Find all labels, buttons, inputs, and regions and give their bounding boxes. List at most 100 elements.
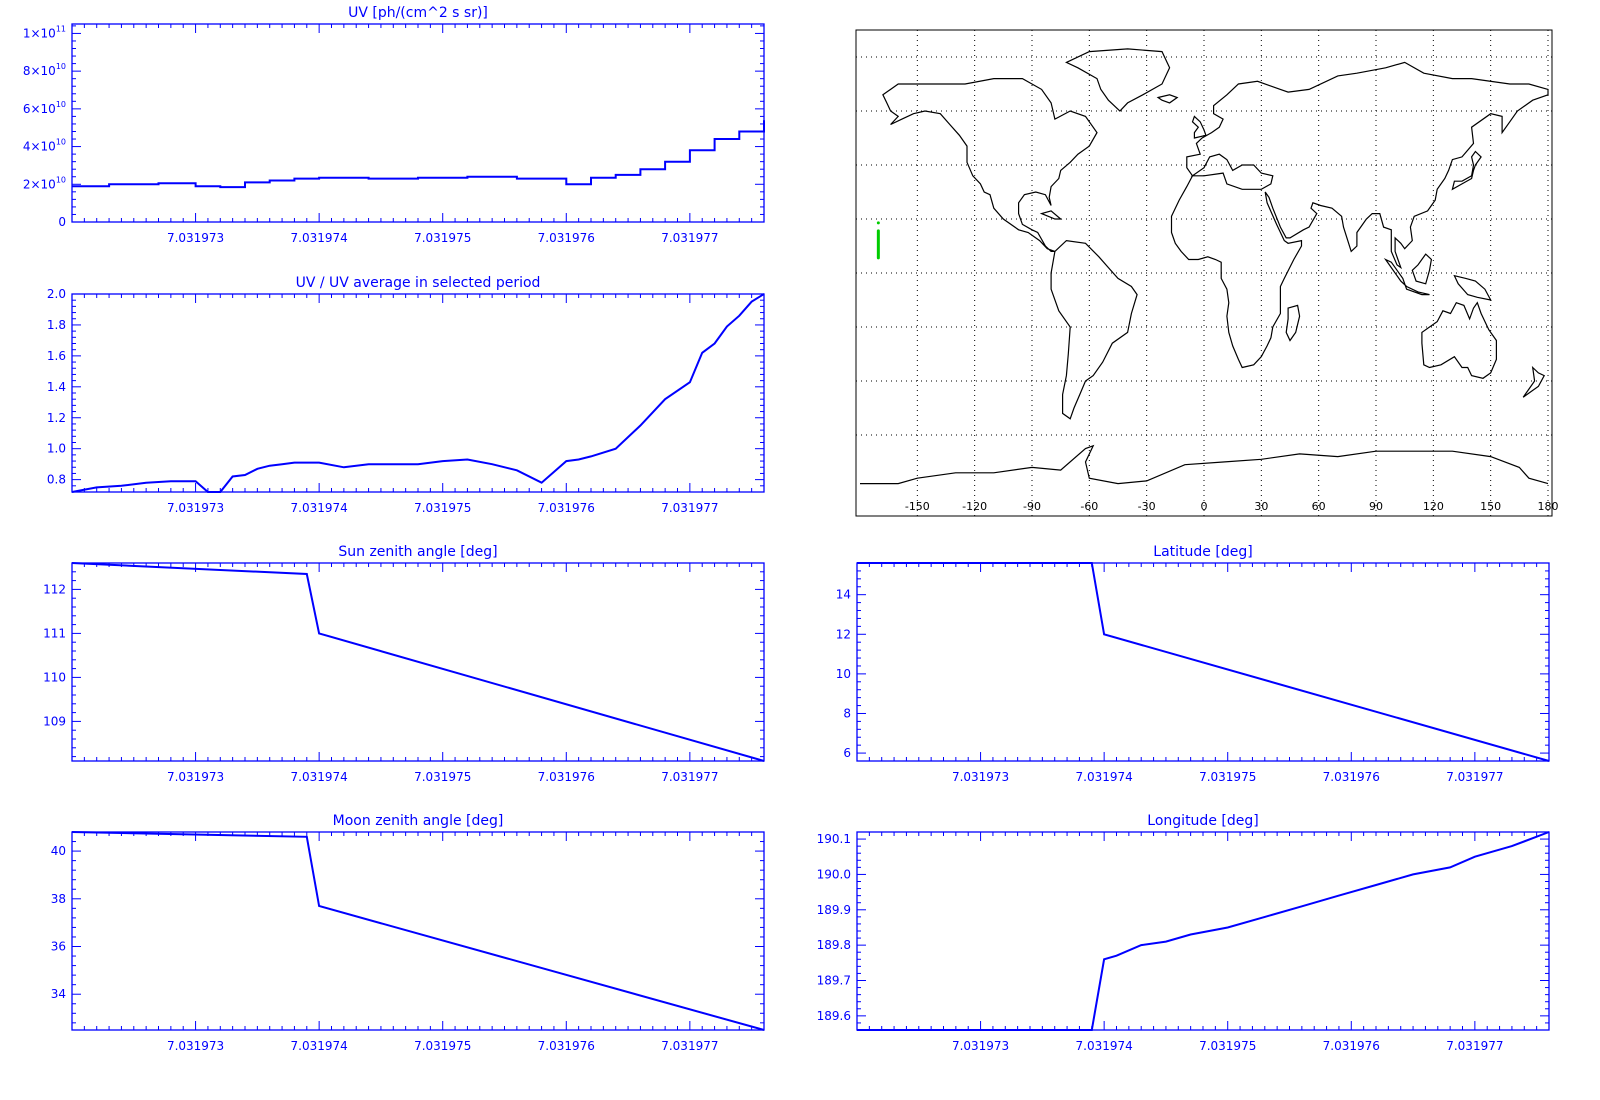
map-coastline-south-america <box>1050 239 1138 420</box>
latitude-title: Latitude [deg] <box>1153 544 1252 560</box>
longitude-y-tick-label: 190.1 <box>817 832 851 846</box>
map-coastline-antarctica <box>860 444 1549 485</box>
longitude-x-tick-label: 7.031973 <box>952 1039 1009 1053</box>
latitude-x-tick-label: 7.031974 <box>1076 770 1133 784</box>
map-coastline-indonesia <box>1383 257 1430 296</box>
sun-zenith-x-tick-label: 7.031973 <box>167 770 224 784</box>
map-coastline-australia <box>1421 301 1497 379</box>
latitude-y-tick-label: 6 <box>843 746 851 760</box>
map-coastline-madagascar <box>1285 304 1301 342</box>
moon-zenith-panel: Moon zenith angle [deg] 7.031973 7.031974 7… <box>51 813 765 1053</box>
uv-ratio-y-tick-label: 0.8 <box>47 473 66 487</box>
map-x-tick-label: 120 <box>1423 500 1444 513</box>
uv-y-tick-label: 0 <box>58 215 66 229</box>
latitude-y-tick-label: 14 <box>836 588 851 602</box>
moon-zenith-series-line <box>71 831 765 1031</box>
uv-ratio-panel: UV / UV average in selected period 7.0319… <box>47 275 765 515</box>
map-coastline-mediterranean-cut <box>1190 153 1274 190</box>
map-x-tick-label: 150 <box>1480 500 1501 513</box>
uv-y-tick-label: 8×1010 <box>23 62 66 78</box>
moon-zenith-y-tick-label: 38 <box>51 892 66 906</box>
uv-ratio-y-tick-label: 1.4 <box>47 380 66 394</box>
map-track-start-marker <box>876 221 880 225</box>
uv-y-tick-label: 4×1010 <box>23 138 66 154</box>
uv-title: UV [ph/(cm^2 s sr)] <box>348 5 488 21</box>
moon-zenith-x-tick-label: 7.031976 <box>538 1039 595 1053</box>
latitude-panel: Latitude [deg] 7.031973 7.031974 7.031975 7.… <box>836 544 1550 784</box>
uv-series-line <box>72 120 765 189</box>
moon-zenith-y-tick-label: 34 <box>51 987 66 1001</box>
uv-ratio-y-tick-label: 1.2 <box>47 411 66 425</box>
map-coastline-caribbean-cuba <box>1039 210 1063 220</box>
uv-panel: UV [ph/(cm^2 s sr)] 7.031973 7.031974 7.031… <box>23 5 765 245</box>
longitude-plot-frame <box>856 831 1550 1031</box>
map-coastline-africa-eurasia <box>1170 61 1549 369</box>
latitude-y-tick-label: 12 <box>836 627 851 641</box>
map-x-tick-label: 30 <box>1254 500 1268 513</box>
uv-ratio-plot-frame <box>71 293 765 493</box>
uv-ratio-y-tick-label: 1.8 <box>47 318 66 332</box>
latitude-y-tick-label: 8 <box>843 706 851 720</box>
map-x-tick-label: 60 <box>1312 500 1326 513</box>
latitude-x-tick-label: 7.031973 <box>952 770 1009 784</box>
sun-zenith-y-tick-label: 111 <box>43 626 66 640</box>
uv-ratio-y-tick-label: 2.0 <box>47 287 66 301</box>
map-x-tick-label: 90 <box>1369 500 1383 513</box>
map-x-tick-label: -150 <box>905 500 930 513</box>
map-x-tick-label: 180 <box>1538 500 1559 513</box>
moon-zenith-x-tick-label: 7.031974 <box>291 1039 348 1053</box>
sun-zenith-x-tick-label: 7.031974 <box>291 770 348 784</box>
uv-x-tick-label: 7.031977 <box>661 231 718 245</box>
longitude-y-tick-label: 189.9 <box>817 903 851 917</box>
uv-y-tick-label: 2×1010 <box>23 175 66 191</box>
map-coastline-north-america <box>882 78 1098 252</box>
longitude-title: Longitude [deg] <box>1147 813 1258 829</box>
uv-x-tick-label: 7.031975 <box>414 231 471 245</box>
moon-zenith-y-tick-label: 40 <box>51 844 66 858</box>
longitude-y-tick-label: 189.8 <box>817 938 851 952</box>
longitude-x-tick-label: 7.031977 <box>1446 1039 1503 1053</box>
sun-zenith-panel: Sun zenith angle [deg] 7.031973 7.031974 7.… <box>43 544 765 784</box>
moon-zenith-x-tick-label: 7.031975 <box>414 1039 471 1053</box>
moon-zenith-x-tick-label: 7.031973 <box>167 1039 224 1053</box>
uv-ratio-x-tick-label: 7.031977 <box>661 501 718 515</box>
map-x-tick-label: 0 <box>1201 500 1208 513</box>
uv-ratio-x-tick-label: 7.031975 <box>414 501 471 515</box>
uv-x-tick-label: 7.031974 <box>291 231 348 245</box>
longitude-panel: Longitude [deg] 7.031973 7.031974 7.031975 7… <box>817 813 1550 1053</box>
uv-y-tick-label: 1×1011 <box>23 24 66 40</box>
sun-zenith-y-tick-label: 109 <box>43 714 66 728</box>
uv-ratio-series-line <box>71 293 765 493</box>
moon-zenith-title: Moon zenith angle [deg] <box>333 813 504 829</box>
map-coastline-new-guinea <box>1453 274 1492 301</box>
sun-zenith-series-line <box>71 562 765 762</box>
map-frame <box>855 29 1553 517</box>
longitude-x-tick-label: 7.031976 <box>1323 1039 1380 1053</box>
map-coastline-new-zealand <box>1522 365 1546 398</box>
map-coastline-british-isles <box>1191 115 1207 139</box>
longitude-y-tick-label: 189.6 <box>817 1009 851 1023</box>
map-coastline-greenland <box>1064 48 1171 112</box>
map-x-tick-label: -60 <box>1080 500 1098 513</box>
sun-zenith-x-tick-label: 7.031977 <box>661 770 718 784</box>
sun-zenith-title: Sun zenith angle [deg] <box>338 544 497 560</box>
moon-zenith-y-tick-label: 36 <box>51 940 66 954</box>
latitude-series-line <box>857 562 1550 762</box>
latitude-x-tick-label: 7.031975 <box>1199 770 1256 784</box>
longitude-series-line <box>857 831 1550 1031</box>
longitude-y-tick-label: 189.7 <box>817 974 851 988</box>
latitude-x-tick-label: 7.031976 <box>1323 770 1380 784</box>
uv-ratio-y-tick-label: 1.6 <box>47 349 66 363</box>
map-coastline-borneo <box>1411 253 1433 285</box>
uv-ratio-x-tick-label: 7.031976 <box>538 501 595 515</box>
map-coastline-iceland <box>1156 94 1179 104</box>
uv-x-tick-label: 7.031976 <box>538 231 595 245</box>
latitude-y-tick-label: 10 <box>836 667 851 681</box>
uv-ratio-x-tick-label: 7.031973 <box>167 501 224 515</box>
longitude-y-tick-label: 190.0 <box>817 867 851 881</box>
map-coastline-japan <box>1451 150 1482 191</box>
sun-zenith-y-tick-label: 112 <box>43 582 66 596</box>
map-x-tick-label: -90 <box>1023 500 1041 513</box>
map-x-tick-label: -120 <box>962 500 987 513</box>
